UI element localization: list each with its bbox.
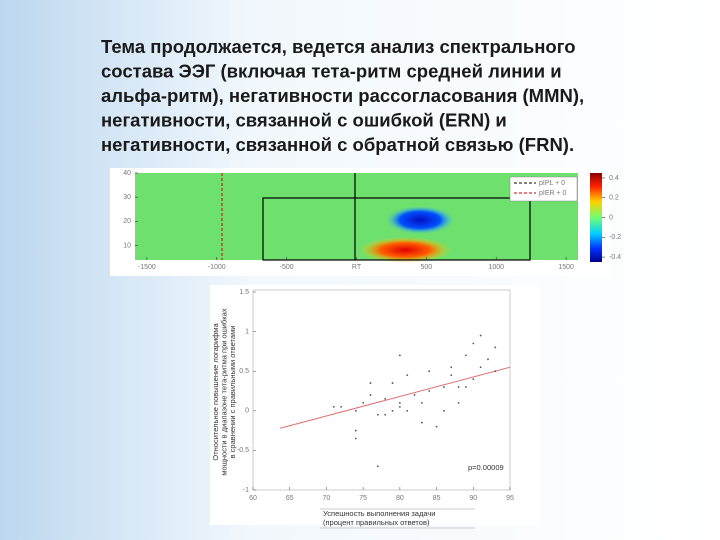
colorbar-tick-label: -0.2: [609, 234, 621, 241]
point: [435, 425, 438, 428]
x-tick-label: RT: [352, 264, 362, 271]
point: [443, 409, 445, 412]
point: [443, 386, 445, 388]
y-axis-label: Относительное повышение логарифма: [211, 323, 220, 461]
point: [376, 465, 379, 468]
heatmap-blob-positive: [359, 237, 451, 263]
y-tick-label: 10: [123, 242, 131, 249]
title: Тема продолжается, ведется анализ спектр…: [101, 36, 584, 155]
legend-label: pIER + 0: [539, 190, 567, 197]
y-tick-label: 1: [245, 328, 249, 335]
point: [494, 346, 497, 349]
y-axis-label: мощности в диапазоне тета-ритма при ошиб…: [219, 308, 228, 475]
point: [376, 413, 379, 416]
y-tick-label: 0.5: [239, 368, 249, 375]
x-tick-label: 85: [433, 495, 441, 502]
x-tick-label: 1000: [488, 264, 504, 271]
point: [413, 394, 416, 396]
x-tick-label: -500: [280, 264, 294, 271]
point: [450, 374, 453, 377]
title-line: Тема продолжается, ведется анализ спектр…: [101, 36, 576, 57]
point: [354, 429, 357, 432]
y-tick-label: 0: [245, 408, 249, 415]
scatter-area: [252, 289, 511, 491]
y-tick-label: 1.5: [239, 289, 249, 296]
point: [398, 405, 401, 408]
x-tick-label: 500: [421, 264, 433, 271]
point: [472, 342, 475, 345]
point: [487, 358, 489, 361]
point: [369, 394, 372, 396]
point: [354, 437, 357, 440]
title-line: негативности, связанной с обратной связь…: [101, 134, 574, 155]
x-tick-label: 95: [506, 495, 514, 502]
point: [369, 382, 372, 384]
point: [457, 386, 460, 388]
x-tick-label: 65: [286, 495, 294, 502]
x-tick-label: -1500: [138, 264, 156, 271]
point: [428, 370, 431, 373]
y-tick-label: 20: [123, 218, 131, 225]
point: [398, 401, 401, 404]
point: [479, 334, 482, 337]
point: [398, 354, 401, 357]
point: [428, 390, 431, 392]
point: [354, 409, 357, 412]
x-tick-label: 60: [249, 495, 257, 502]
point: [406, 374, 409, 377]
x-axis-label: Успешность выполнения задачи: [323, 509, 435, 518]
title-line: альфа-ритм), негативности рассогласовани…: [101, 85, 584, 106]
colorbar-tick-label: -0.4: [609, 254, 621, 261]
x-tick-label: 75: [359, 495, 367, 502]
point: [391, 382, 394, 384]
title-line: состава ЭЭГ (включая тета-ритм средней л…: [101, 60, 562, 81]
point: [457, 401, 460, 404]
colorbar-tick-label: 0.2: [609, 195, 619, 202]
y-tick-label: -1: [243, 487, 249, 494]
point: [340, 405, 343, 408]
point: [465, 386, 467, 388]
y-axis-label: в сравнении с правильными ответами: [228, 326, 237, 459]
heatmap-area: [135, 173, 578, 260]
colorbar-tick-label: 0: [609, 214, 613, 221]
point: [332, 405, 335, 408]
point: [384, 398, 387, 400]
point: [494, 370, 497, 373]
point: [465, 354, 467, 357]
x-tick-label: 1500: [558, 264, 574, 271]
annotation: p=0.00009: [468, 463, 504, 472]
point: [420, 401, 423, 404]
title-line: негативности, связанной с ошибкой (ERN) …: [101, 109, 507, 130]
point: [362, 401, 365, 404]
point: [472, 378, 475, 381]
x-tick-label: -1000: [208, 264, 226, 271]
colorbar-tick-label: 0.4: [609, 175, 619, 182]
point: [406, 409, 409, 412]
legend-label: pIPL + 0: [539, 180, 565, 187]
x-tick-label: 90: [469, 495, 477, 502]
colorbar: [590, 173, 602, 262]
point: [384, 413, 387, 416]
point: [450, 366, 453, 369]
x-tick-label: 80: [396, 495, 404, 502]
x-tick-label: 70: [323, 495, 331, 502]
y-tick-label: 40: [123, 170, 131, 177]
point: [391, 409, 394, 412]
point: [479, 366, 482, 369]
roi-box: [262, 197, 531, 261]
point: [420, 421, 423, 424]
trend-line: [280, 366, 511, 429]
x-axis-label: (процент правильных ответов): [323, 518, 430, 527]
y-tick-label: 30: [123, 194, 131, 201]
y-tick-label: -0.5: [237, 447, 249, 454]
heatmap-blob-negative: [386, 206, 454, 234]
legend-box: [509, 176, 578, 202]
